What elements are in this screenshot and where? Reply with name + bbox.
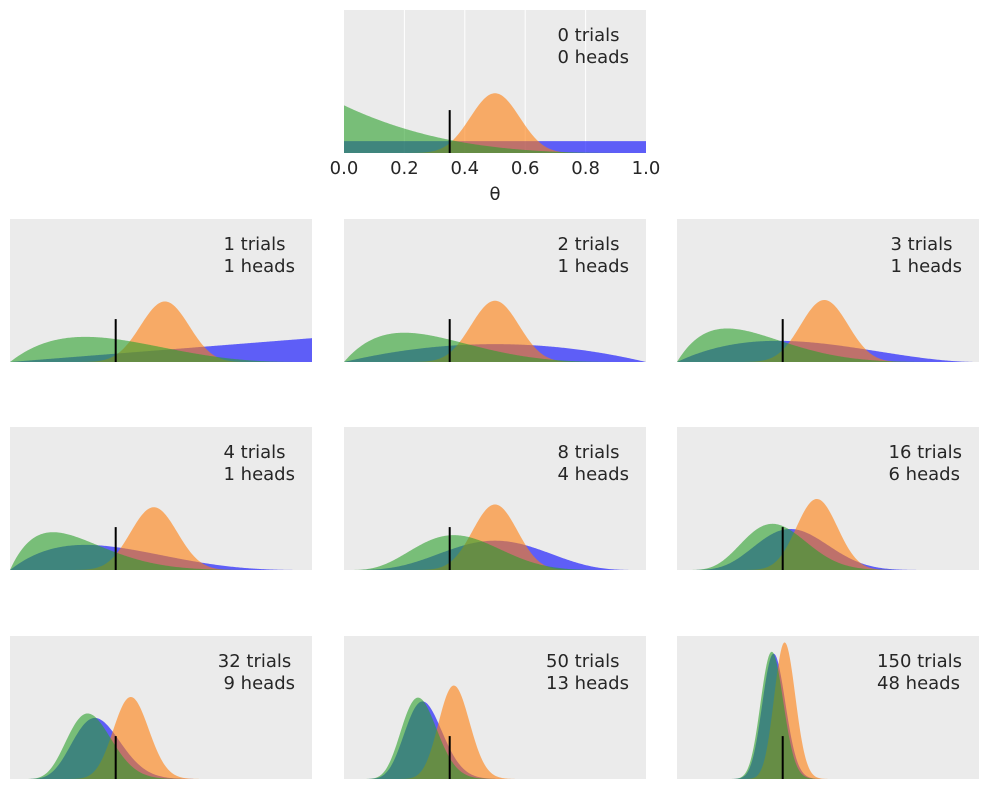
posterior-area-prior-3 [677, 328, 979, 362]
panel-annotation: 16 trials 6 heads [889, 442, 963, 486]
posterior-area-prior-3 [677, 523, 979, 570]
x-axis-label: θ [489, 184, 500, 205]
panel-2-trials [344, 219, 646, 362]
trials-label: 1 trials [223, 234, 286, 255]
heads-label: 1 heads [890, 256, 963, 277]
heads-label: 1 heads [557, 256, 630, 277]
heads-label: 6 heads [888, 464, 961, 485]
panel-150-trials [677, 636, 979, 779]
trials-label: 0 trials [557, 25, 620, 46]
heads-label: 0 heads [557, 47, 630, 68]
panel-annotation: 50 trials 13 heads [546, 651, 629, 695]
panel-annotation: 3 trials 1 heads [891, 234, 963, 278]
trials-label: 4 trials [223, 442, 286, 463]
posterior-area-prior-2 [677, 498, 979, 570]
heads-label: 9 heads [217, 673, 296, 694]
posterior-area-prior-2 [677, 300, 979, 362]
posterior-area-prior-3 [10, 532, 312, 570]
panel-annotation: 0 trials 0 heads [558, 25, 630, 69]
heads-label: 1 heads [223, 464, 296, 485]
trials-label: 150 trials [877, 651, 962, 672]
heads-label: 13 heads [546, 673, 629, 694]
trials-label: 8 trials [557, 442, 620, 463]
heads-label: 1 heads [223, 256, 296, 277]
panel-0-trials [344, 10, 646, 153]
x-tick-label: 1.0 [632, 158, 661, 179]
posterior-area-prior-3 [344, 105, 646, 153]
plot-background [677, 636, 979, 779]
x-tick-label: 0.0 [330, 158, 359, 179]
trials-label: 16 trials [888, 442, 963, 463]
panel-annotation: 8 trials 4 heads [558, 442, 630, 486]
heads-label: 4 heads [557, 464, 630, 485]
trials-label: 50 trials [546, 651, 620, 672]
posterior-area-prior-2 [344, 300, 646, 362]
posterior-area-prior-2 [10, 507, 312, 570]
x-tick-label: 0.6 [511, 158, 540, 179]
posterior-area-prior-3 [344, 332, 646, 362]
posterior-area-prior-2 [10, 696, 312, 779]
x-tick-label: 0.8 [571, 158, 600, 179]
panel-annotation: 150 trials 48 heads [877, 651, 962, 695]
posterior-area-prior-3 [10, 336, 312, 362]
heads-label: 48 heads [877, 673, 960, 694]
posterior-area-prior-3 [344, 535, 646, 570]
posterior-area-prior-3 [344, 697, 646, 779]
posterior-area-prior-2 [344, 93, 646, 153]
panel-50-trials [344, 636, 646, 779]
panel-32-trials [10, 636, 312, 779]
posterior-area-prior-3 [10, 713, 312, 779]
panel-16-trials [677, 427, 979, 570]
x-tick-label: 0.4 [450, 158, 479, 179]
panel-3-trials [677, 219, 979, 362]
x-tick-label: 0.2 [390, 158, 419, 179]
trials-label: 32 trials [217, 651, 292, 672]
trials-label: 2 trials [557, 234, 620, 255]
panel-4-trials [10, 427, 312, 570]
trials-label: 3 trials [890, 234, 953, 255]
panel-1-trials [10, 219, 312, 362]
panel-annotation: 1 trials 1 heads [224, 234, 296, 278]
panel-8-trials [344, 427, 646, 570]
panel-annotation: 2 trials 1 heads [558, 234, 630, 278]
panel-annotation: 32 trials 9 heads [218, 651, 295, 695]
posterior-area-prior-2 [344, 504, 646, 570]
panel-annotation: 4 trials 1 heads [224, 442, 296, 486]
posterior-area-prior-2 [10, 301, 312, 362]
